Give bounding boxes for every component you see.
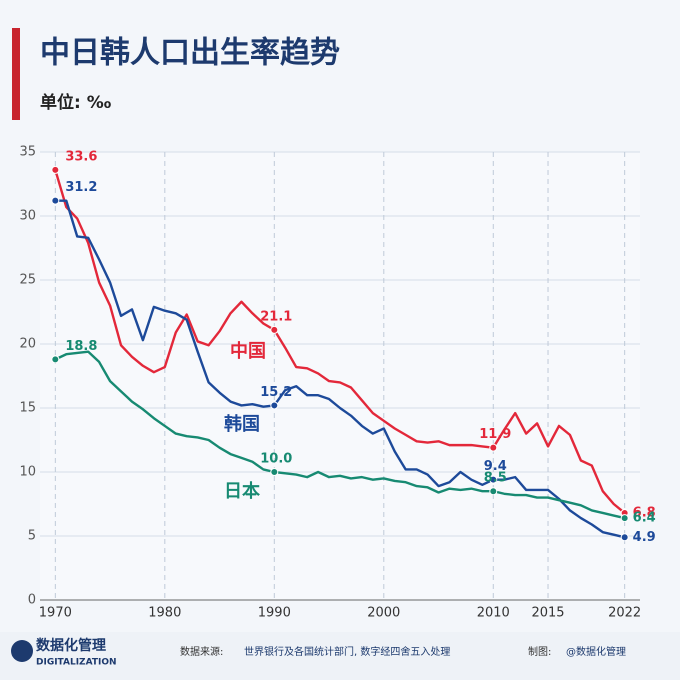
point [489,443,498,452]
x-tick-label: 2015 [531,606,564,621]
x-tick-label: 1990 [258,606,291,621]
x-tick-label: 2010 [477,606,510,621]
value-label: 15.2 [260,385,292,400]
y-tick-label: 10 [19,465,36,480]
legend-label: 中国 [230,340,266,362]
y-tick-label: 0 [28,593,36,608]
brand-logo [11,640,33,662]
y-tick-label: 15 [19,401,36,416]
value-label: 6.4 [633,511,656,526]
point [620,533,629,542]
value-label: 4.9 [633,530,656,545]
value-label: 9.4 [484,459,507,474]
value-label: 33.6 [65,149,97,164]
point [51,196,60,205]
x-tick-label: 2022 [608,606,641,621]
source-label: 数据来源: [180,645,223,658]
title-bar [12,28,20,120]
maker-label: 制图: [528,645,551,658]
legend-label: 韩国 [224,413,260,435]
y-tick-label: 5 [28,529,36,544]
brand: 数据化管理 [36,637,106,654]
point [620,514,629,523]
point [270,401,279,410]
value-label: 21.1 [260,309,292,324]
footer-bg [0,632,680,680]
point [270,468,279,476]
value-label: 11.9 [479,427,511,442]
x-tick-label: 1970 [39,606,72,621]
y-tick-label: 30 [19,209,36,224]
maker: @数据化管理 [566,645,626,658]
value-label: 8.5 [484,471,507,486]
x-tick-label: 1980 [148,606,181,621]
point [489,475,498,484]
plot-area [40,152,640,600]
point [270,325,279,334]
point [489,487,498,496]
value-label: 6.8 [633,505,656,520]
y-tick-label: 20 [19,337,36,352]
point [51,165,60,174]
value-label: 10.0 [260,452,292,467]
legend-label: 日本 [224,480,260,502]
source: 世界银行及各国统计部门, 数字经四舍五入处理 [244,645,450,658]
y-tick-label: 35 [19,145,36,160]
point [51,355,60,364]
series-line [55,199,625,539]
chart-title: 中日韩人口出生率趋势 [40,36,340,71]
x-tick-label: 2000 [367,606,400,621]
value-label: 18.8 [65,339,97,354]
value-label: 31.2 [65,180,97,195]
chart-subtitle: 单位: ‰ [40,92,112,113]
series-line [54,169,626,514]
series-line [54,350,625,520]
brand-en: DIGITALIZATION [36,658,117,668]
y-tick-label: 25 [19,273,36,288]
